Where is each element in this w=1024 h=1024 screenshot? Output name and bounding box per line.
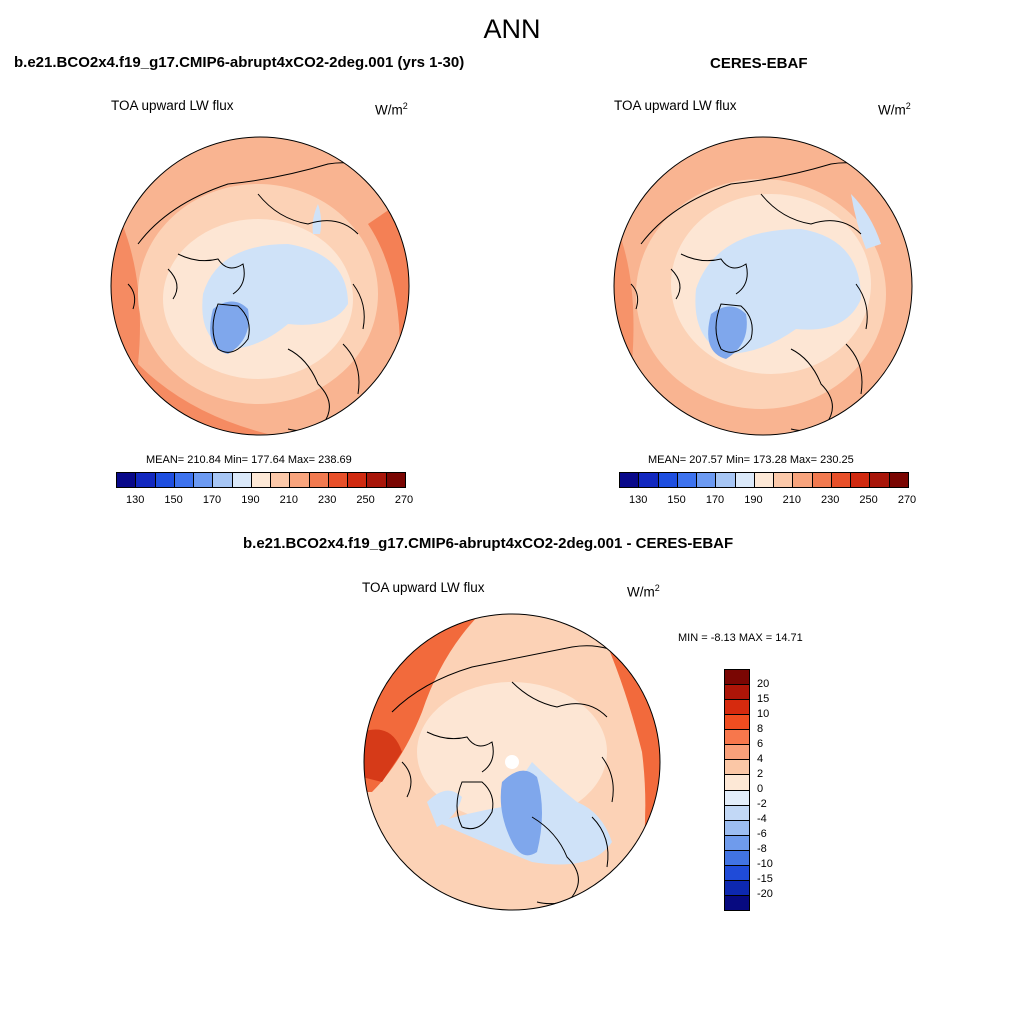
diff-panel-title: b.e21.BCO2x4.f19_g17.CMIP6-abrupt4xCO2-2… xyxy=(243,535,734,552)
colorbar-tick-label: 270 xyxy=(897,494,917,506)
colorbar-swatch xyxy=(639,473,659,487)
colorbar-tick-label: 6 xyxy=(757,738,764,750)
diff-colorbar xyxy=(724,669,750,911)
colorbar-swatch xyxy=(725,700,749,716)
colorbar-swatch xyxy=(812,473,832,487)
colorbar-tick-label: 15 xyxy=(757,693,770,705)
colorbar-swatch xyxy=(386,473,405,487)
colorbar-swatch xyxy=(658,473,678,487)
colorbar-swatch xyxy=(725,895,749,910)
colorbar-tick-label: 210 xyxy=(279,494,298,506)
panel-1-colorbar xyxy=(116,472,406,488)
colorbar-swatch xyxy=(697,473,717,487)
colorbar-tick-label: -4 xyxy=(757,813,767,825)
colorbar-swatch xyxy=(174,473,195,487)
colorbar-tick-label: 230 xyxy=(821,494,840,506)
panel-1-polar-map xyxy=(110,136,410,436)
panel-2-stats: MEAN= 207.57 Min= 173.28 Max= 230.25 xyxy=(648,454,854,466)
colorbar-tick-label: 170 xyxy=(202,494,222,506)
panel-1-subtitle: TOA upward LW flux xyxy=(111,98,234,113)
colorbar-tick-label: 2 xyxy=(757,768,764,780)
colorbar-swatch xyxy=(725,880,749,896)
colorbar-swatch xyxy=(725,685,749,701)
colorbar-tick-label: -6 xyxy=(757,828,767,840)
colorbar-swatch xyxy=(117,473,137,487)
diff-polar-map xyxy=(363,613,661,911)
colorbar-tick-label: -2 xyxy=(757,798,767,810)
colorbar-swatch xyxy=(725,805,749,821)
colorbar-tick-label: 190 xyxy=(744,494,763,506)
colorbar-tick-label: -10 xyxy=(757,858,773,870)
colorbar-tick-label: 250 xyxy=(859,494,878,506)
diff-panel-minmax: MIN = -8.13 MAX = 14.71 xyxy=(678,632,803,644)
colorbar-swatch xyxy=(774,473,794,487)
colorbar-swatch xyxy=(232,473,252,487)
colorbar-swatch xyxy=(870,473,890,487)
colorbar-swatch xyxy=(889,473,908,487)
colorbar-swatch xyxy=(155,473,175,487)
colorbar-swatch xyxy=(725,715,749,731)
colorbar-swatch xyxy=(725,775,749,791)
panel-1-stats: MEAN= 210.84 Min= 177.64 Max= 238.69 xyxy=(146,454,352,466)
colorbar-swatch xyxy=(309,473,329,487)
colorbar-tick-label: 20 xyxy=(757,678,770,690)
colorbar-tick-label: 190 xyxy=(241,494,260,506)
colorbar-tick-label: 130 xyxy=(126,494,145,506)
colorbar-swatch xyxy=(851,473,871,487)
page-title: ANN xyxy=(483,14,541,44)
diff-panel-subtitle: TOA upward LW flux xyxy=(362,580,485,595)
colorbar-swatch xyxy=(793,473,813,487)
panel-2-units: W/m2 xyxy=(878,101,911,118)
colorbar-swatch xyxy=(271,473,291,487)
panel-2-subtitle: TOA upward LW flux xyxy=(614,98,737,113)
colorbar-swatch xyxy=(348,473,368,487)
colorbar-swatch xyxy=(725,865,749,881)
colorbar-swatch xyxy=(725,790,749,806)
panel-2-colorbar xyxy=(619,472,909,488)
colorbar-tick-label: -20 xyxy=(757,888,773,900)
colorbar-swatch xyxy=(725,730,749,746)
colorbar-tick-label: 150 xyxy=(164,494,183,506)
colorbar-tick-label: -15 xyxy=(757,873,773,885)
colorbar-swatch xyxy=(136,473,156,487)
colorbar-tick-label: 130 xyxy=(629,494,648,506)
colorbar-swatch xyxy=(725,670,749,686)
colorbar-swatch xyxy=(367,473,387,487)
colorbar-swatch xyxy=(194,473,214,487)
panel-1-title: b.e21.BCO2x4.f19_g17.CMIP6-abrupt4xCO2-2… xyxy=(14,54,465,71)
colorbar-tick-label: 170 xyxy=(705,494,725,506)
colorbar-tick-label: 0 xyxy=(757,783,764,795)
colorbar-swatch xyxy=(716,473,736,487)
colorbar-swatch xyxy=(831,473,852,487)
colorbar-swatch xyxy=(328,473,349,487)
colorbar-tick-label: 150 xyxy=(667,494,686,506)
colorbar-swatch xyxy=(677,473,698,487)
colorbar-swatch xyxy=(725,745,749,761)
colorbar-swatch xyxy=(725,850,749,866)
colorbar-swatch xyxy=(290,473,310,487)
colorbar-swatch xyxy=(620,473,640,487)
colorbar-swatch xyxy=(735,473,755,487)
colorbar-tick-label: 210 xyxy=(782,494,801,506)
colorbar-tick-label: -8 xyxy=(757,843,767,855)
panel-2-polar-map xyxy=(613,136,913,436)
diff-panel-units: W/m2 xyxy=(627,583,660,600)
colorbar-swatch xyxy=(213,473,233,487)
colorbar-swatch xyxy=(725,820,749,836)
colorbar-tick-label: 10 xyxy=(757,708,770,720)
colorbar-swatch xyxy=(754,473,775,487)
colorbar-swatch xyxy=(725,760,749,776)
colorbar-tick-label: 4 xyxy=(757,753,764,765)
colorbar-tick-label: 270 xyxy=(394,494,414,506)
panel-2-title: CERES-EBAF xyxy=(710,55,808,72)
colorbar-swatch xyxy=(251,473,272,487)
colorbar-tick-label: 250 xyxy=(356,494,375,506)
colorbar-tick-label: 8 xyxy=(757,723,764,735)
colorbar-tick-label: 230 xyxy=(318,494,337,506)
colorbar-swatch xyxy=(725,835,749,851)
panel-1-units: W/m2 xyxy=(375,101,408,118)
